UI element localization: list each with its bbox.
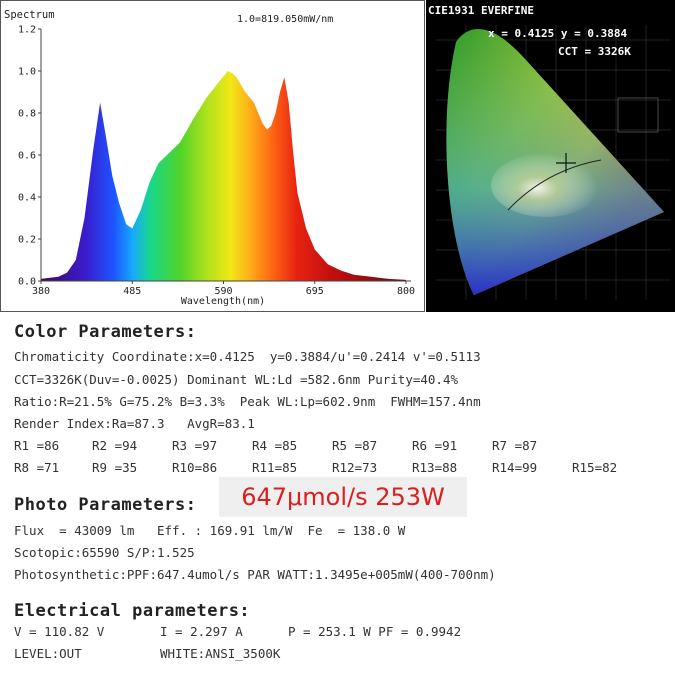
render-index-r2: R2 =94 <box>92 438 138 453</box>
scotopic-line: Scotopic:65590 S/P:1.525 <box>14 545 195 560</box>
photosynthetic-line: Photosynthetic:PPF:647.4umol/s PAR WATT:… <box>14 567 496 582</box>
x-tick-label: 695 <box>306 286 324 297</box>
cie-white-region <box>491 153 601 217</box>
render-index-r5: R5 =87 <box>332 438 378 453</box>
render-index-r10: R10=86 <box>172 460 218 475</box>
render-index-r15: R15=82 <box>572 460 618 475</box>
ppf-power-banner: 647μmol/s 253W <box>219 477 467 517</box>
y-tick-label: 1.0 <box>18 67 36 78</box>
power-value: P = 253.1 W PF = 0.9942 <box>288 624 462 639</box>
chromaticity-marker <box>556 153 576 173</box>
x-tick-label: 485 <box>123 286 141 297</box>
spectrum-title: Spectrum <box>4 9 55 21</box>
spectrum-chart: Spectrum 1.0=819.050mW/nm 0.00.20.40.60.… <box>4 9 415 307</box>
render-index-r13: R13=88 <box>412 460 458 475</box>
cie-legend-box <box>617 97 659 133</box>
y-axis: 0.0 0.2 0.4 0.6 0.8 1.0 1.2 <box>18 25 41 288</box>
voltage-value: V = 110.82 V <box>14 624 105 639</box>
cie-title: CIE1931 EVERFINE <box>428 4 534 17</box>
render-index-r8: R8 =71 <box>14 460 60 475</box>
cie-xy-readout: x = 0.4125 y = 0.3884 <box>488 27 627 40</box>
y-tick-label: 0.4 <box>18 193 36 204</box>
render-index-r6: R6 =91 <box>412 438 458 453</box>
spectrum-scale-note: 1.0=819.050mW/nm <box>237 14 333 25</box>
y-tick-label: 0.8 <box>18 109 36 120</box>
render-index-r3: R3 =97 <box>172 438 218 453</box>
cie-cct-readout: CCT = 3326K <box>558 45 631 58</box>
cct-line: CCT=3326K(Duv=-0.0025) Dominant WL:Ld =5… <box>14 372 459 387</box>
render-index-r14: R14=99 <box>492 460 538 475</box>
x-axis: 380 485 590 695 800 <box>32 281 415 297</box>
x-tick-label: 380 <box>32 286 50 297</box>
render-index-line: Render Index:Ra=87.3 AvgR=83.1 <box>14 416 255 431</box>
y-tick-label: 1.2 <box>18 25 36 36</box>
render-index-r7: R7 =87 <box>492 438 538 453</box>
color-params-heading: Color Parameters: <box>14 322 197 342</box>
y-tick-label: 0.0 <box>18 277 36 288</box>
render-index-r4: R4 =85 <box>252 438 298 453</box>
render-index-r9: R9 =35 <box>92 460 138 475</box>
spectrum-chart-panel: Spectrum 1.0=819.050mW/nm 0.0 0.2 0.4 0.6 0.… <box>0 0 425 312</box>
ratio-line: Ratio:R=21.5% G=75.2% B=3.3% Peak WL:Lp=… <box>14 394 481 409</box>
x-tick-label: 800 <box>397 286 415 297</box>
cie-diagram-panel: CIE1931 EVERFINE x = 0.4125 y = 0.3884 C… <box>426 0 675 312</box>
electrical-params-heading: Electrical parameters: <box>14 601 251 621</box>
cie-diagram: CIE1931 EVERFINE x = 0.4125 y = 0.3884 C… <box>428 4 671 300</box>
chromaticity-line: Chromaticity Coordinate:x=0.4125 y=0.388… <box>14 349 481 364</box>
y-tick-label: 0.2 <box>18 235 36 246</box>
photo-params-heading: Photo Parameters: <box>14 495 197 515</box>
render-index-r11: R11=85 <box>252 460 298 475</box>
spectrum-area <box>41 71 406 281</box>
render-index-r12: R12=73 <box>332 460 378 475</box>
flux-line: Flux = 43009 lm Eff. : 169.91 lm/W Fe = … <box>14 523 406 538</box>
level-value: LEVEL:OUT <box>14 646 82 661</box>
planckian-locus <box>507 159 602 211</box>
x-tick-label: 590 <box>214 286 232 297</box>
x-axis-label: Wavelength(nm) <box>181 296 265 307</box>
y-tick-label: 0.6 <box>18 151 36 162</box>
white-value: WHITE:ANSI_3500K <box>160 646 281 661</box>
render-index-r1: R1 =86 <box>14 438 60 453</box>
current-value: I = 2.297 A <box>160 624 243 639</box>
